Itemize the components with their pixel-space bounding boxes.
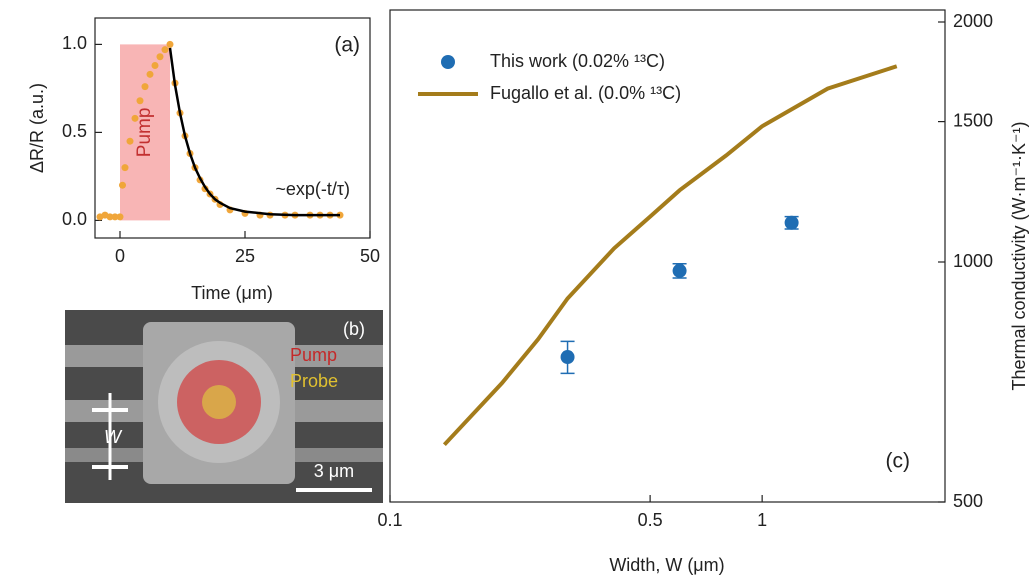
x-axis-label: Time (μm) xyxy=(191,283,273,303)
data-point xyxy=(141,83,149,91)
data-point xyxy=(151,62,159,70)
y-tick-label: 500 xyxy=(953,491,983,511)
data-point xyxy=(126,137,134,145)
panel-label: (a) xyxy=(334,34,360,57)
data-point xyxy=(131,114,139,122)
pump-window xyxy=(120,44,170,221)
data-point xyxy=(161,46,169,54)
width-label: W xyxy=(104,427,123,447)
y-tick-label: 2000 xyxy=(953,11,993,31)
data-point xyxy=(146,70,154,78)
data-point xyxy=(784,215,799,230)
sem-image xyxy=(65,310,383,503)
y-axis-label: ΔR/R (a.u.) xyxy=(27,83,47,173)
x-tick-label: 1 xyxy=(757,510,767,530)
y-tick-label: 1000 xyxy=(953,251,993,271)
data-point xyxy=(136,97,144,105)
y-tick-label: 0.5 xyxy=(62,121,87,141)
legend-marker xyxy=(441,55,455,69)
x-tick-label: 0 xyxy=(115,246,125,266)
y-tick-label: 1.0 xyxy=(62,33,87,53)
panel-label: (c) xyxy=(886,450,911,473)
data-point xyxy=(166,40,174,48)
data-point xyxy=(121,164,129,172)
data-point xyxy=(672,263,687,278)
x-tick-label: 50 xyxy=(360,246,380,266)
scale-bar-label: 3 μm xyxy=(314,461,354,481)
y-axis-label: Thermal conductivity (W·m⁻¹·K⁻¹) xyxy=(1009,121,1029,390)
pump-label: Pump xyxy=(290,345,337,365)
y-tick-label: 0.0 xyxy=(62,209,87,229)
panel-label: (b) xyxy=(343,319,365,339)
plot-frame xyxy=(389,9,946,503)
data-point xyxy=(106,213,114,221)
legend-label: This work (0.02% ¹³C) xyxy=(490,51,665,71)
data-line xyxy=(168,47,340,217)
data-point xyxy=(156,53,164,61)
x-axis-label: Width, W (μm) xyxy=(609,555,724,575)
annotation: ~exp(-t/τ) xyxy=(275,179,350,199)
pump-label: Pump xyxy=(134,108,155,158)
data-point xyxy=(560,350,575,365)
data-point xyxy=(119,181,126,189)
y-tick-label: 1500 xyxy=(953,110,993,130)
plot-frame xyxy=(94,17,371,239)
probe-label: Probe xyxy=(290,371,338,391)
x-tick-label: 25 xyxy=(235,246,255,266)
data-point xyxy=(111,213,119,221)
data-point xyxy=(116,213,124,221)
legend-label: Fugallo et al. (0.0% ¹³C) xyxy=(490,83,681,103)
data-line xyxy=(442,64,898,447)
x-tick-label: 0.1 xyxy=(377,510,402,530)
x-tick-label: 0.5 xyxy=(638,510,663,530)
